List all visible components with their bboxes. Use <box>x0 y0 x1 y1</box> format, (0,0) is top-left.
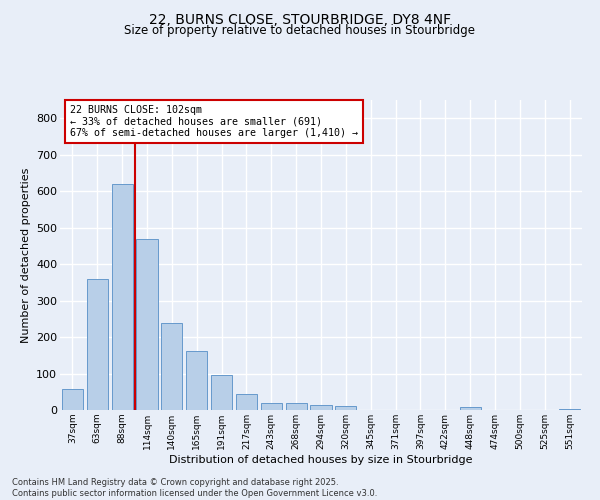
Bar <box>559 409 580 410</box>
Text: Contains HM Land Registry data © Crown copyright and database right 2025.
Contai: Contains HM Land Registry data © Crown c… <box>12 478 377 498</box>
Text: 22 BURNS CLOSE: 102sqm
← 33% of detached houses are smaller (691)
67% of semi-de: 22 BURNS CLOSE: 102sqm ← 33% of detached… <box>70 104 358 138</box>
Text: Size of property relative to detached houses in Stourbridge: Size of property relative to detached ho… <box>125 24 476 37</box>
Text: 22, BURNS CLOSE, STOURBRIDGE, DY8 4NF: 22, BURNS CLOSE, STOURBRIDGE, DY8 4NF <box>149 12 451 26</box>
Bar <box>310 404 332 410</box>
X-axis label: Distribution of detached houses by size in Stourbridge: Distribution of detached houses by size … <box>169 454 473 464</box>
Bar <box>136 238 158 410</box>
Bar <box>460 407 481 410</box>
Bar <box>236 394 257 410</box>
Y-axis label: Number of detached properties: Number of detached properties <box>20 168 31 342</box>
Bar <box>211 374 232 410</box>
Bar <box>186 351 207 410</box>
Bar <box>112 184 133 410</box>
Bar <box>335 406 356 410</box>
Bar <box>286 404 307 410</box>
Bar <box>261 404 282 410</box>
Bar <box>62 389 83 410</box>
Bar <box>87 278 108 410</box>
Bar <box>161 323 182 410</box>
